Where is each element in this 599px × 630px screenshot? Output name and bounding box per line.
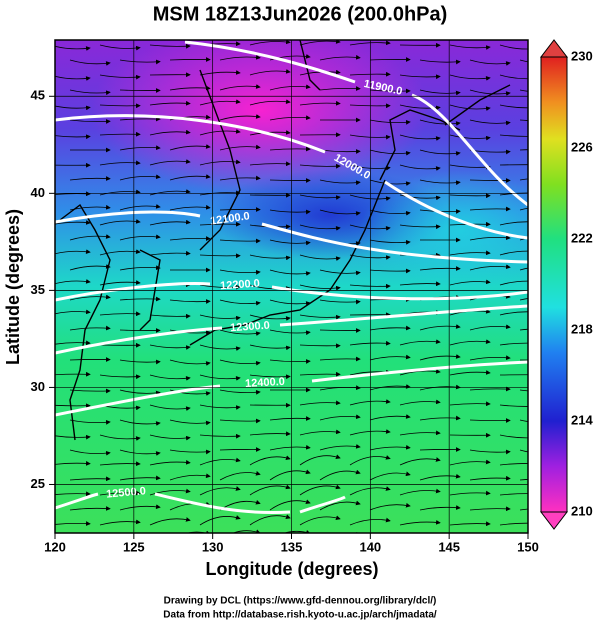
streamline bbox=[470, 538, 510, 540]
y-tick-label: 45 bbox=[31, 88, 45, 103]
streamline bbox=[320, 534, 360, 540]
x-tick-label: 135 bbox=[281, 539, 303, 554]
y-tick-label: 30 bbox=[31, 379, 45, 394]
colorbar-tick-label: 218 bbox=[571, 321, 593, 336]
field-shading bbox=[360, 170, 560, 290]
field: 11900.012000.012100.012200.012300.012400… bbox=[50, 25, 560, 540]
footer-line: Data from http://database.rish.kyoto-u.a… bbox=[163, 610, 437, 621]
colorbar-tick-label: 214 bbox=[571, 412, 593, 427]
y-tick-label: 35 bbox=[31, 282, 45, 297]
y-axis-label: Latitude (degrees) bbox=[3, 209, 23, 365]
x-tick-label: 150 bbox=[517, 539, 539, 554]
colorbar-tick-label: 230 bbox=[571, 48, 593, 63]
x-tick-label: 120 bbox=[44, 539, 66, 554]
colorbar-extend-min bbox=[541, 512, 567, 529]
x-tick-label: 140 bbox=[359, 539, 381, 554]
x-tick-label: 130 bbox=[202, 539, 224, 554]
y-tick-label: 40 bbox=[31, 185, 45, 200]
field-shading bbox=[90, 25, 430, 195]
colorbar-extend-max bbox=[541, 40, 567, 57]
x-tick-label: 125 bbox=[123, 539, 145, 554]
footer-line: Drawing by DCL (https://www.gfd-dennou.o… bbox=[164, 596, 437, 607]
colorbar-tick-label: 222 bbox=[571, 230, 593, 245]
title: MSM 18Z13Jun2026 (200.0hPa) bbox=[153, 3, 448, 25]
contour-label: 12400.0 bbox=[245, 376, 285, 390]
x-tick-label: 145 bbox=[438, 539, 460, 554]
colorbar-tick-label: 210 bbox=[571, 503, 593, 518]
streamline bbox=[70, 537, 110, 540]
x-axis-label: Longitude (degrees) bbox=[205, 559, 378, 579]
y-tick-label: 25 bbox=[31, 476, 45, 491]
colorbar-tick-label: 226 bbox=[571, 139, 593, 154]
colorbar bbox=[541, 57, 567, 512]
